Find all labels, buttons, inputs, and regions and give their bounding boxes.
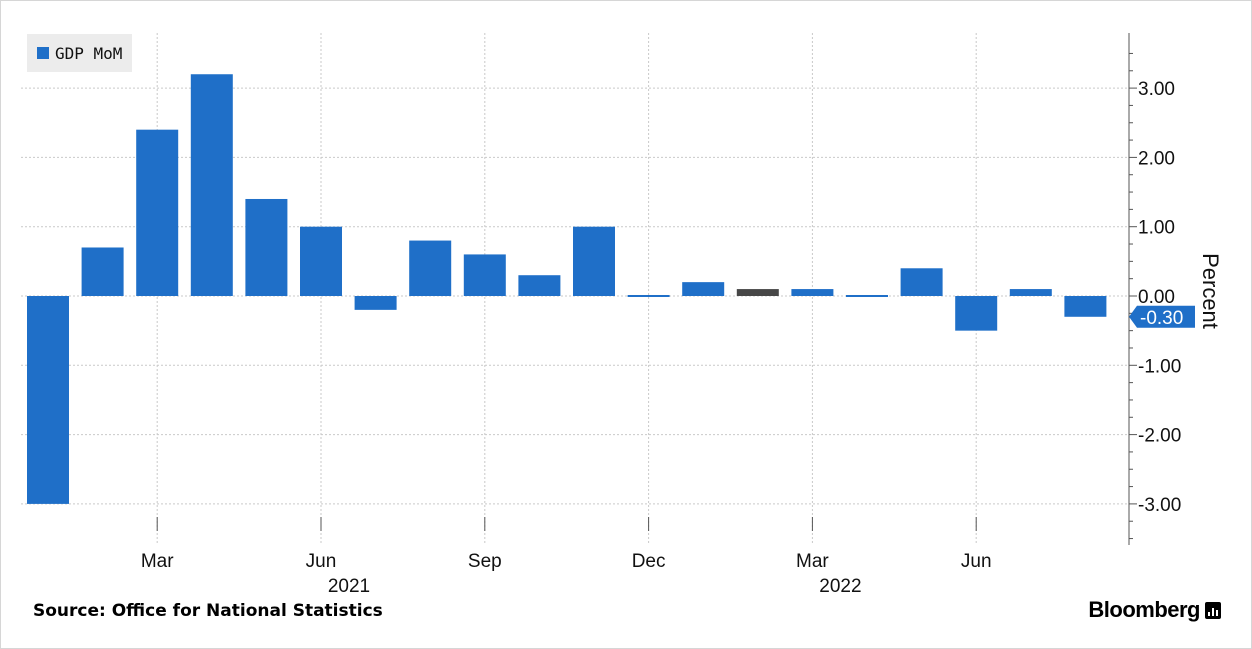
y-tick-label: 3.00 bbox=[1138, 79, 1175, 100]
y-tick-label: -3.00 bbox=[1138, 495, 1181, 516]
y-axis-title: Percent bbox=[1198, 253, 1223, 329]
x-tick-label: Mar bbox=[141, 551, 174, 572]
x-year-label: 2022 bbox=[819, 576, 861, 597]
x-axis: Mar Jun Sep Dec Mar Jun 2021 2022 bbox=[141, 517, 992, 597]
x-tick-label: Jun bbox=[961, 551, 992, 572]
bar-2022-01 bbox=[682, 282, 725, 296]
last-value-tag bbox=[1129, 305, 1195, 328]
source-note: Source: Office for National Statistics bbox=[33, 601, 383, 621]
bar-2022-06 bbox=[955, 296, 998, 331]
y-tick-label: 0.00 bbox=[1138, 287, 1175, 308]
bar-2021-04 bbox=[190, 74, 233, 297]
legend: GDP MoM bbox=[27, 34, 133, 72]
y-tick-label: -2.00 bbox=[1138, 426, 1181, 447]
bar-2021-06 bbox=[300, 226, 342, 296]
bars bbox=[27, 74, 1107, 504]
bar-2022-07 bbox=[1009, 289, 1052, 296]
x-tick-label: Sep bbox=[468, 551, 502, 572]
x-year-label: 2021 bbox=[328, 576, 370, 597]
x-tick-label: Jun bbox=[306, 551, 337, 572]
bar-2021-08 bbox=[409, 240, 452, 296]
last-value-label: -0.30 bbox=[1140, 308, 1183, 329]
bar-2022-02 bbox=[736, 289, 779, 296]
bar-2022-05 bbox=[900, 268, 943, 296]
y-tick-label: 1.00 bbox=[1138, 218, 1175, 239]
bar-2022-08 bbox=[1064, 296, 1107, 317]
bar-2021-07 bbox=[354, 296, 397, 310]
bar-2022-04 bbox=[846, 295, 888, 297]
legend-swatch bbox=[37, 47, 49, 59]
legend-label: GDP MoM bbox=[55, 43, 123, 63]
bar-2021-02 bbox=[81, 247, 124, 296]
brand-logo: Bloomberg bbox=[1088, 597, 1221, 623]
bar-2021-11 bbox=[573, 226, 615, 296]
bar-2021-05 bbox=[245, 198, 288, 296]
bar-2021-10 bbox=[518, 275, 561, 296]
x-tick-label: Dec bbox=[632, 551, 666, 572]
bar-2021-09 bbox=[463, 254, 506, 296]
y-axis: 3.00 2.00 1.00 0.00 -1.00 -2.00 -3.00 Percent -0… bbox=[1128, 33, 1223, 545]
y-tick-label: -1.00 bbox=[1138, 356, 1181, 377]
bar-2021-12 bbox=[627, 295, 670, 297]
bar-2022-03 bbox=[791, 289, 834, 296]
bar-2021-03 bbox=[136, 129, 179, 296]
bar-2021-01 bbox=[27, 296, 69, 504]
x-tick-label: Mar bbox=[796, 551, 829, 572]
brand-name: Bloomberg bbox=[1088, 597, 1200, 622]
terminal-icon bbox=[1205, 601, 1221, 619]
y-tick-label: 2.00 bbox=[1138, 148, 1175, 169]
